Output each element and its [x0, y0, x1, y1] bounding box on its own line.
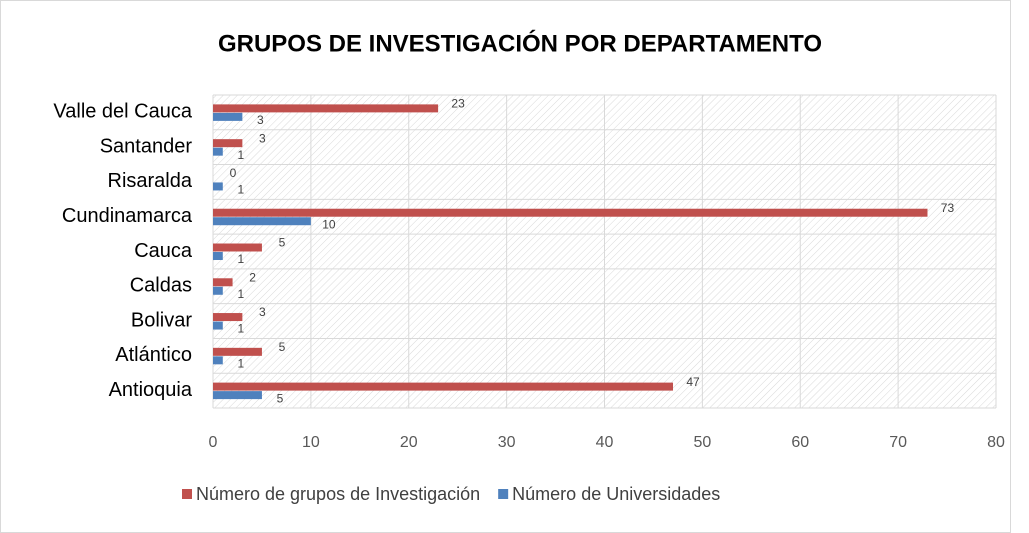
x-tick-label: 20 [400, 434, 418, 451]
bar [213, 217, 311, 226]
bar [213, 208, 928, 217]
x-tick-label: 70 [889, 434, 907, 451]
bar [213, 391, 262, 400]
data-label: 0 [230, 166, 237, 180]
y-tick-label: Cauca [134, 240, 193, 262]
y-tick-label: Antioquia [109, 379, 193, 401]
bar [213, 347, 262, 356]
data-label: 3 [259, 305, 266, 319]
data-label: 47 [686, 375, 700, 389]
y-tick-label: Risaralda [108, 170, 193, 192]
bar [213, 243, 262, 252]
bar [213, 139, 243, 148]
bar [213, 104, 439, 113]
x-tick-label: 30 [498, 434, 516, 451]
data-label: 10 [322, 217, 336, 231]
data-label: 5 [279, 236, 286, 250]
data-label: 23 [451, 97, 465, 111]
legend-label: Número de grupos de Investigación [196, 484, 480, 504]
chart-title: GRUPOS DE INVESTIGACIÓN POR DEPARTAMENTO [218, 29, 822, 57]
bar [213, 252, 223, 260]
legend-label: Número de Universidades [512, 484, 720, 504]
data-label: 1 [237, 357, 244, 371]
bar [213, 382, 674, 391]
bar [213, 313, 243, 322]
y-tick-label: Bolivar [131, 309, 192, 331]
x-tick-label: 60 [791, 434, 809, 451]
data-label: 5 [279, 340, 286, 354]
y-tick-label: Cundinamarca [62, 205, 193, 227]
legend-swatch [498, 489, 509, 499]
y-tick-label: Valle del Cauca [53, 101, 192, 123]
bar [213, 147, 223, 156]
x-tick-label: 50 [693, 434, 711, 451]
y-tick-label: Caldas [130, 275, 192, 297]
x-tick-label: 80 [987, 434, 1005, 451]
data-label: 3 [259, 131, 266, 145]
data-label: 1 [237, 287, 244, 301]
x-tick-label: 40 [596, 434, 614, 451]
bar [213, 321, 223, 330]
legend-swatch [182, 489, 192, 499]
data-label: 1 [237, 148, 244, 162]
y-tick-label: Santander [100, 135, 193, 157]
data-label: 3 [257, 113, 264, 127]
data-label: 2 [249, 270, 256, 284]
data-label: 1 [237, 252, 244, 266]
bar [213, 286, 223, 295]
data-label: 1 [237, 322, 244, 336]
bar [213, 182, 223, 191]
x-tick-label: 0 [209, 434, 218, 451]
data-label: 5 [277, 391, 284, 405]
data-label: 73 [941, 201, 955, 215]
data-label: 1 [237, 183, 244, 197]
x-tick-label: 10 [302, 434, 320, 451]
bar [213, 278, 233, 287]
bar [213, 112, 243, 121]
y-tick-label: Atlántico [115, 344, 192, 366]
bar [213, 356, 223, 365]
